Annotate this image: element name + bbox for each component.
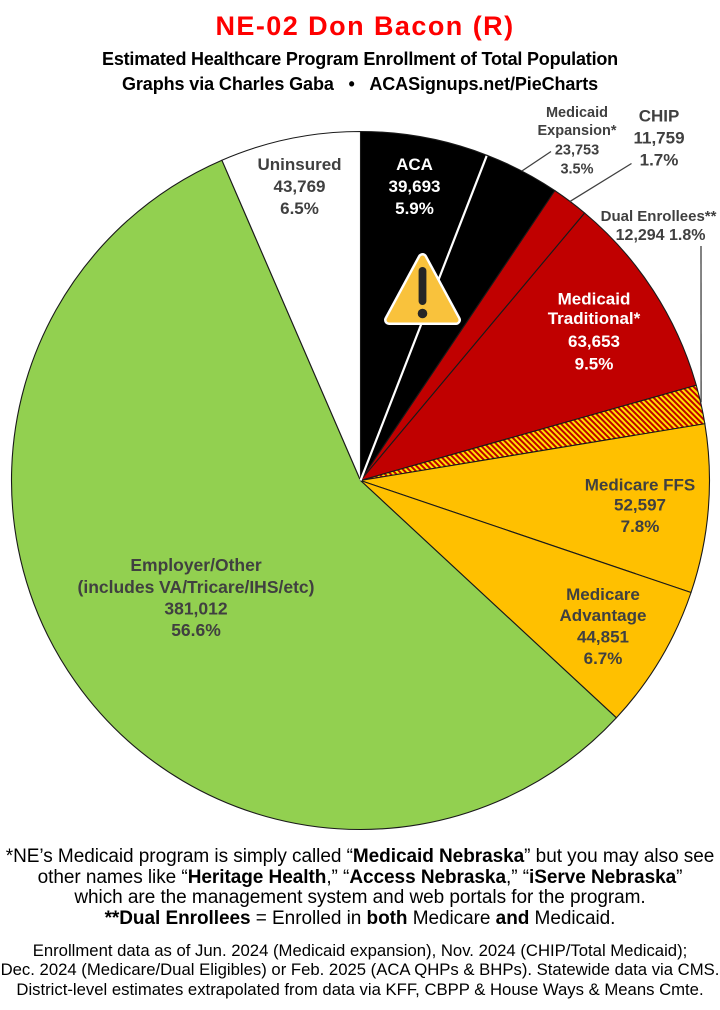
svg-text:63,653: 63,653 xyxy=(568,332,620,351)
svg-text:(includes VA/Tricare/IHS/etc): (includes VA/Tricare/IHS/etc) xyxy=(78,577,315,597)
svg-text:1.7%: 1.7% xyxy=(640,151,679,170)
svg-text:ACA: ACA xyxy=(396,155,433,174)
svg-text:Employer/Other: Employer/Other xyxy=(130,555,261,575)
svg-text:Uninsured: Uninsured xyxy=(257,155,341,174)
svg-text:5.9%: 5.9% xyxy=(395,199,434,218)
svg-text:Expansion*: Expansion* xyxy=(538,123,617,139)
svg-text:12,294 1.8%: 12,294 1.8% xyxy=(616,227,706,244)
svg-text:11,759: 11,759 xyxy=(633,129,684,148)
svg-text:3.5%: 3.5% xyxy=(560,161,593,177)
svg-text:Advantage: Advantage xyxy=(560,606,647,625)
svg-text:43,769: 43,769 xyxy=(274,177,326,196)
svg-text:6.7%: 6.7% xyxy=(584,649,623,668)
svg-text:7.8%: 7.8% xyxy=(621,517,660,536)
svg-text:9.5%: 9.5% xyxy=(575,354,614,373)
svg-text:Medicaid: Medicaid xyxy=(546,105,608,121)
svg-text:Traditional*: Traditional* xyxy=(548,309,641,328)
svg-text:Dual Enrollees**: Dual Enrollees** xyxy=(601,208,717,225)
svg-text:CHIP: CHIP xyxy=(639,107,680,126)
svg-text:56.6%: 56.6% xyxy=(171,620,221,640)
svg-text:39,693: 39,693 xyxy=(389,177,441,196)
svg-text:Medicare: Medicare xyxy=(566,585,640,604)
svg-text:6.5%: 6.5% xyxy=(280,199,319,218)
svg-text:Medicaid: Medicaid xyxy=(558,290,631,309)
svg-text:381,012: 381,012 xyxy=(164,599,228,619)
svg-text:Medicare FFS: Medicare FFS xyxy=(585,475,696,494)
svg-text:23,753: 23,753 xyxy=(555,143,599,159)
svg-text:44,851: 44,851 xyxy=(577,627,629,646)
svg-text:52,597: 52,597 xyxy=(614,495,666,514)
